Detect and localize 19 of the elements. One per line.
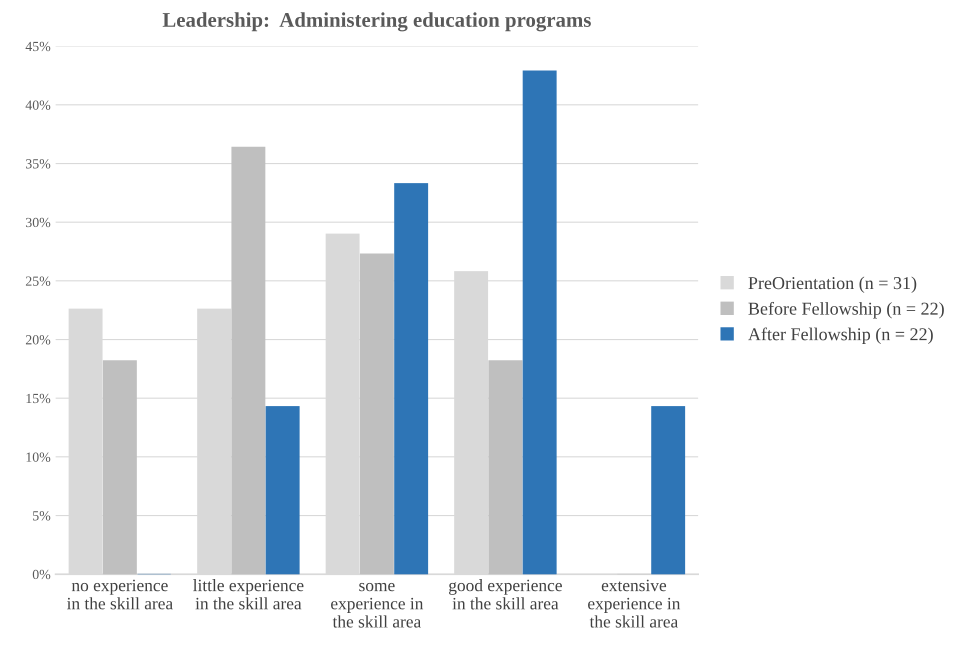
- chart-title: Leadership: Administering education programs: [162, 12, 591, 32]
- x-tick-label: good experience in the skill area: [449, 579, 562, 610]
- legend-label: Before Fellowship (n = 22): [748, 302, 944, 318]
- x-tick-label: little experience in the skill area: [193, 579, 304, 610]
- y-tick-label: 30%: [26, 218, 50, 228]
- y-tick-label: 35%: [26, 159, 50, 169]
- x-tick-label: extensive experience in the skill area: [588, 580, 680, 628]
- x-tick-label: some experience in the skill area: [331, 582, 424, 628]
- y-tick-label: 20%: [26, 335, 50, 345]
- y-tick-label: 40%: [26, 100, 50, 110]
- y-tick-label: 25%: [26, 276, 50, 286]
- legend-label: After Fellowship (n = 22): [748, 327, 933, 344]
- legend-label: PreOrientation (n = 31): [748, 276, 916, 293]
- y-tick-label: 0%: [32, 570, 50, 580]
- y-tick-label: 10%: [26, 452, 50, 462]
- y-tick-label: 5%: [33, 511, 50, 521]
- y-tick-label: 45%: [26, 42, 50, 52]
- x-tick-label: no experience in the skill area: [66, 580, 173, 610]
- y-tick-label: 15%: [26, 394, 50, 404]
